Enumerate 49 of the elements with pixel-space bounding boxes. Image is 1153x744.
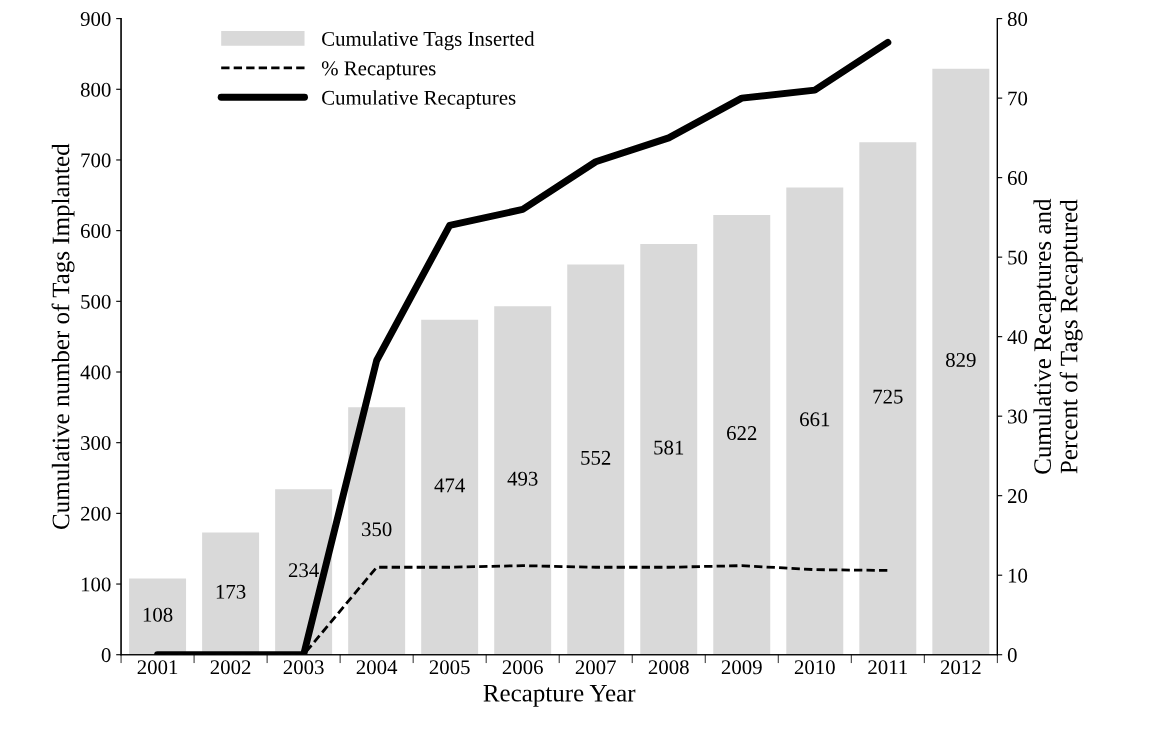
y-axis-title: Cumulative number of Tags Implanted (51, 143, 75, 529)
x-tick-label: 2003 (283, 660, 324, 675)
data-label: 234 (288, 563, 319, 578)
y-tick-label: 800 (80, 82, 111, 97)
y-tick-label: 600 (80, 224, 111, 239)
data-label: 108 (143, 607, 173, 622)
data-label: 474 (434, 478, 465, 493)
y2-tick-label: 0 (1007, 648, 1017, 663)
x-tick-label: 2011 (868, 660, 907, 675)
y2-tick-label: 60 (1007, 171, 1028, 186)
y2-tick-label: 80 (1007, 11, 1028, 27)
y2-tick-label: 10 (1008, 568, 1028, 583)
y-tick-label: 100 (81, 577, 111, 592)
data-label: 829 (946, 352, 976, 367)
x-tick-label: 2007 (575, 660, 616, 675)
x-tick-label: 2012 (940, 660, 981, 675)
data-label: 173 (216, 584, 246, 599)
y-tick-label: 700 (81, 153, 111, 168)
y-tick-label: 400 (80, 365, 111, 380)
data-label: 725 (873, 389, 903, 404)
legend-label: Cumulative Tags Inserted (322, 31, 535, 51)
x-tick-label: 2002 (210, 660, 251, 675)
x-tick-label: 2009 (721, 660, 762, 675)
x-tick-label: 2001 (137, 660, 178, 675)
y-tick-label: 500 (81, 294, 111, 309)
x-tick-label: 2010 (794, 660, 835, 675)
data-label: 493 (507, 471, 538, 486)
y2-tick-label: 40 (1007, 330, 1028, 345)
y2-axis-title: Cumulative Recaptures and Percent of Tags Recaptured (1033, 198, 1083, 474)
data-label: 552 (581, 450, 611, 465)
data-label: 661 (800, 412, 830, 427)
x-tick-label: 2006 (502, 660, 543, 675)
x-tick-label: 2005 (429, 660, 470, 675)
y2-tick-label: 30 (1008, 409, 1028, 424)
x-tick-label: 2008 (648, 660, 689, 675)
data-label: 581 (654, 440, 684, 455)
x-axis-title: Recapture Year (483, 685, 636, 707)
data-label: 622 (727, 426, 757, 441)
legend-label: Cumulative Recaptures (322, 90, 516, 110)
y-tick-label: 300 (81, 436, 111, 451)
y-tick-label: 900 (80, 11, 111, 27)
y2-tick-label: 70 (1008, 91, 1028, 106)
x-tick-label: 2004 (356, 660, 398, 675)
y-tick-label: 200 (81, 506, 111, 521)
data-label: 350 (362, 522, 392, 537)
y-tick-label: 0 (101, 648, 111, 663)
legend-label: % Recaptures (321, 61, 436, 80)
y2-tick-label: 50 (1008, 250, 1028, 265)
y2-tick-label: 20 (1007, 489, 1028, 504)
